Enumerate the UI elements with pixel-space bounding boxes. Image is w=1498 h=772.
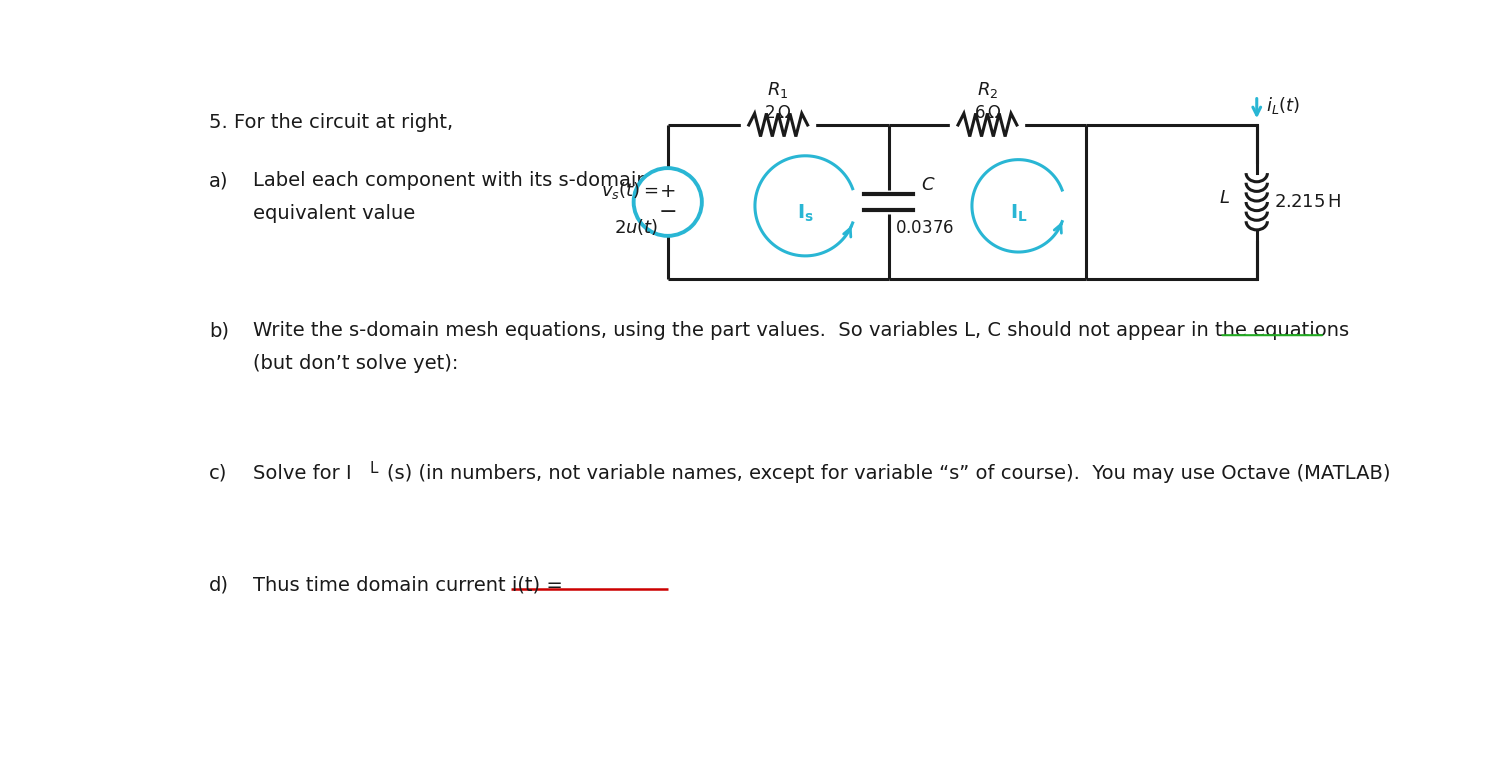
Text: $i_L(t)$: $i_L(t)$ [1266, 95, 1300, 117]
Text: Label each component with its s-domain: Label each component with its s-domain [253, 171, 649, 190]
Text: Thus time domain current i(t) =: Thus time domain current i(t) = [253, 575, 563, 594]
Text: (but don’t solve yet):: (but don’t solve yet): [253, 354, 458, 373]
Text: $R_1$: $R_1$ [767, 80, 789, 100]
Text: $C$: $C$ [921, 176, 936, 194]
Text: $2.215\,\mathrm{H}$: $2.215\,\mathrm{H}$ [1273, 193, 1341, 211]
Text: (s) (in numbers, not variable names, except for variable “s” of course).  You ma: (s) (in numbers, not variable names, exc… [386, 464, 1390, 482]
Text: b): b) [208, 321, 229, 340]
Text: $L$: $L$ [1219, 189, 1230, 207]
Text: c): c) [208, 464, 228, 482]
Text: Solve for I: Solve for I [253, 464, 352, 482]
Text: $6\,\Omega$: $6\,\Omega$ [974, 104, 1001, 122]
Text: −: − [659, 202, 677, 222]
Text: L: L [370, 461, 377, 476]
Text: d): d) [208, 575, 229, 594]
Text: 5. For the circuit at right,: 5. For the circuit at right, [208, 113, 452, 133]
Text: Write the s-domain mesh equations, using the part values.  So variables L, C sho: Write the s-domain mesh equations, using… [253, 321, 1350, 340]
Text: $2\,\Omega$: $2\,\Omega$ [764, 104, 792, 122]
Text: $0.0376$: $0.0376$ [894, 219, 954, 237]
Text: a): a) [208, 171, 229, 190]
Text: $\mathbf{I_L}$: $\mathbf{I_L}$ [1010, 203, 1028, 224]
Text: $R_2$: $R_2$ [977, 80, 998, 100]
Text: equivalent value: equivalent value [253, 204, 415, 222]
Text: $v_s(t){=}$: $v_s(t){=}$ [601, 180, 659, 201]
Text: $\mathbf{I_s}$: $\mathbf{I_s}$ [797, 203, 813, 224]
Text: +: + [659, 182, 676, 201]
Circle shape [634, 168, 703, 236]
Text: $2u(t)$: $2u(t)$ [614, 217, 659, 237]
